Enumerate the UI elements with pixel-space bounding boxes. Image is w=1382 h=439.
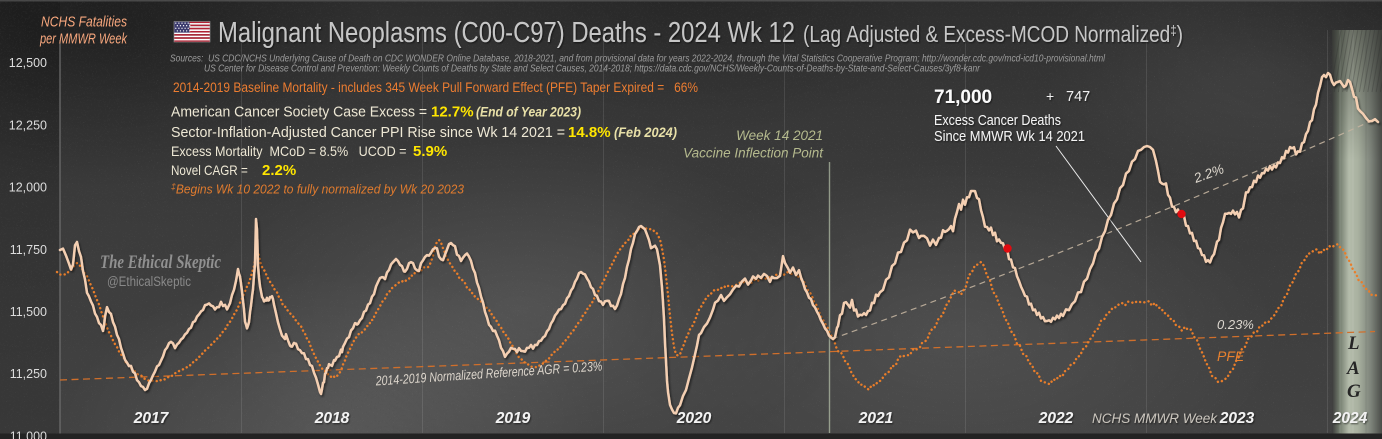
svg-text:11,750: 11,750 — [10, 243, 47, 257]
svg-text:A: A — [1346, 358, 1360, 379]
svg-text:American Cancer Society Case E: American Cancer Society Case Excess = — [171, 104, 431, 121]
svg-text:2024: 2024 — [1332, 410, 1368, 427]
svg-text:NCHS Fatalities: NCHS Fatalities — [41, 14, 127, 31]
svg-text:2018: 2018 — [314, 410, 350, 427]
svg-text:2019: 2019 — [495, 410, 531, 427]
svg-text:The Ethical Skeptic: The Ethical Skeptic — [100, 252, 221, 273]
svg-text:(Feb 2024): (Feb 2024) — [614, 125, 677, 140]
svg-text:NCHS MMWR Week: NCHS MMWR Week — [1092, 411, 1218, 426]
svg-text:per MMWR Week: per MMWR Week — [39, 31, 128, 48]
svg-text:2014-2019 Baseline Mortality -: 2014-2019 Baseline Mortality - includes … — [173, 80, 698, 95]
svg-text:5.9%: 5.9% — [413, 143, 447, 160]
svg-text:12,500: 12,500 — [9, 56, 47, 70]
svg-text:‡Begins Wk 10 2022 to fully no: ‡Begins Wk 10 2022 to fully normalized b… — [171, 182, 464, 197]
svg-text:12,000: 12,000 — [9, 181, 47, 195]
svg-text:+: + — [1046, 88, 1054, 104]
svg-text:@EthicalSkeptic: @EthicalSkeptic — [107, 274, 191, 289]
svg-text:11,000: 11,000 — [10, 429, 47, 439]
svg-text:11,500: 11,500 — [10, 305, 47, 319]
svg-text:71,000: 71,000 — [934, 87, 992, 108]
svg-text:Sector-Inflation-Adjusted Canc: Sector-Inflation-Adjusted Cancer PPI Ris… — [171, 124, 569, 141]
svg-text:2022: 2022 — [1038, 410, 1074, 427]
svg-text:2021: 2021 — [858, 410, 893, 427]
svg-text:(Lag Adjusted & Excess-MCOD No: (Lag Adjusted & Excess-MCOD Normalized‡) — [803, 21, 1183, 47]
svg-text:747: 747 — [1066, 89, 1090, 105]
svg-text:PFE: PFE — [1217, 348, 1245, 364]
svg-text:L: L — [1347, 333, 1360, 354]
svg-text:Since MMWR Wk 14 2021: Since MMWR Wk 14 2021 — [934, 129, 1085, 145]
svg-text:G: G — [1347, 381, 1361, 402]
svg-text:2017: 2017 — [133, 410, 170, 427]
svg-text:2.2%: 2.2% — [262, 162, 296, 179]
svg-text:Excess Mortality MCoD = 8.5%: Excess Mortality MCoD = 8.5% UCOD = — [171, 143, 410, 159]
svg-text:14.8%: 14.8% — [568, 124, 611, 141]
svg-text:Week 14 2021: Week 14 2021 — [736, 128, 823, 143]
svg-text:12,250: 12,250 — [9, 118, 47, 132]
svg-text:Sources: US CDC/NCHS Underlyi: Sources: US CDC/NCHS Underlying Cause of… — [170, 54, 1106, 65]
svg-text:0.23%: 0.23% — [1217, 317, 1254, 332]
svg-text:12.7%: 12.7% — [431, 104, 474, 121]
svg-text:Malignant Neoplasms (C00-C97): Malignant Neoplasms (C00-C97) Deaths - 2… — [218, 17, 795, 49]
svg-text:2020: 2020 — [676, 410, 712, 427]
svg-text:Novel CAGR =: Novel CAGR = — [171, 162, 251, 178]
svg-text:11,250: 11,250 — [10, 367, 47, 381]
svg-text:US Center for Disease Control: US Center for Disease Control and Preven… — [204, 63, 981, 74]
svg-text:2023: 2023 — [1219, 410, 1255, 427]
svg-text:(End of Year 2023): (End of Year 2023) — [476, 105, 581, 120]
svg-text:Excess Cancer Deaths: Excess Cancer Deaths — [934, 113, 1061, 129]
svg-text:Vaccine Inflection Point: Vaccine Inflection Point — [683, 146, 824, 161]
